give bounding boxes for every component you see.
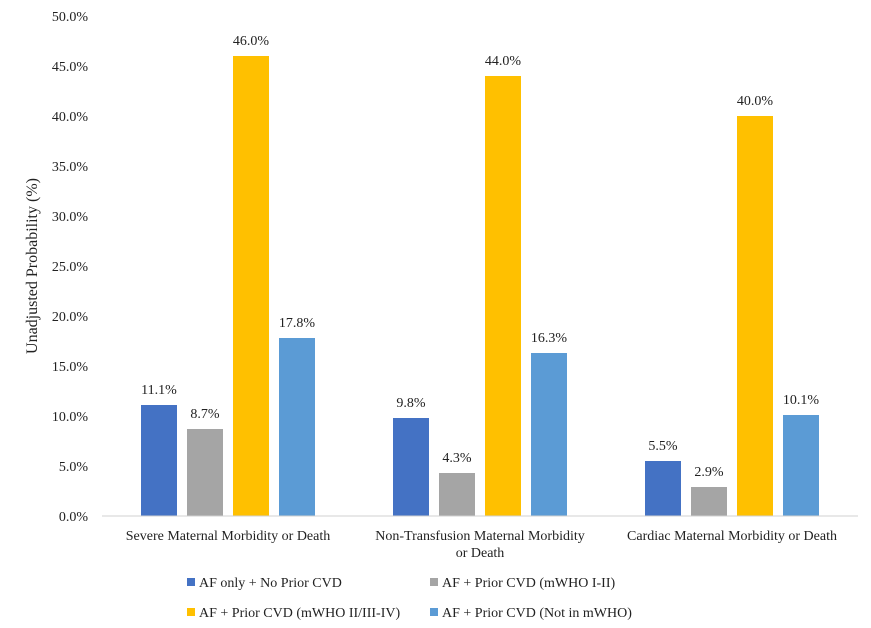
bar [645,461,681,516]
bar [531,353,567,516]
data-label: 40.0% [737,94,774,109]
data-label: 8.7% [190,407,220,422]
category-label: Non-Transfusion Maternal Morbidity or Dea… [375,529,584,561]
y-tick-label: 40.0% [52,110,89,125]
bar [783,415,819,516]
y-tick-label: 0.0% [59,510,89,525]
y-tick-label: 50.0% [52,10,89,25]
y-tick-label: 35.0% [52,160,89,175]
category-label: Severe Maternal Morbidity or Death [126,529,331,544]
y-tick-label: 15.0% [52,360,89,375]
y-tick-label: 30.0% [52,210,89,225]
legend: AF only + No Prior CVD AF + Prior CVD (mW… [187,576,632,621]
data-label: 4.3% [442,451,472,466]
y-tick-label: 10.0% [52,410,89,425]
bar [691,487,727,516]
category-label: Cardiac Maternal Morbidity or Death [627,529,837,544]
bars: 11.1% 8.7% 46.0% 17.8% 9.8% 4.3% 44.0% 16.3% 5.5… [141,34,819,516]
data-label: 17.8% [279,316,316,331]
legend-label: AF + Prior CVD (mWHO I-II) [442,576,615,591]
y-axis: 0.0% 5.0% 10.0% 15.0% 20.0% 25.0% 30.0% 35.0% 40… [52,10,89,525]
x-axis: Severe Maternal Morbidity or Death Non-Tr… [102,515,858,561]
legend-swatch [187,608,195,616]
y-tick-label: 45.0% [52,60,89,75]
legend-label: AF + Prior CVD (mWHO II/III-IV) [199,606,400,621]
data-label: 16.3% [531,331,568,346]
legend-swatch [430,578,438,586]
y-axis-label: Unadjusted Probability (%) [24,178,41,354]
bar [141,405,177,516]
data-label: 11.1% [141,383,177,398]
data-label: 44.0% [485,54,522,69]
y-tick-label: 20.0% [52,310,89,325]
bar [279,338,315,516]
data-label: 10.1% [783,393,820,408]
bar [737,116,773,516]
data-label: 9.8% [396,396,426,411]
legend-swatch [187,578,195,586]
legend-swatch [430,608,438,616]
legend-label: AF only + No Prior CVD [199,576,342,591]
y-tick-label: 5.0% [59,460,89,475]
bar [233,56,269,516]
data-label: 46.0% [233,34,270,49]
y-tick-label: 25.0% [52,260,89,275]
data-label: 2.9% [694,465,724,480]
legend-label: AF + Prior CVD (Not in mWHO) [442,606,632,621]
data-label: 5.5% [648,439,678,454]
bar [187,429,223,516]
bar [393,418,429,516]
bar [485,76,521,516]
bar [439,473,475,516]
